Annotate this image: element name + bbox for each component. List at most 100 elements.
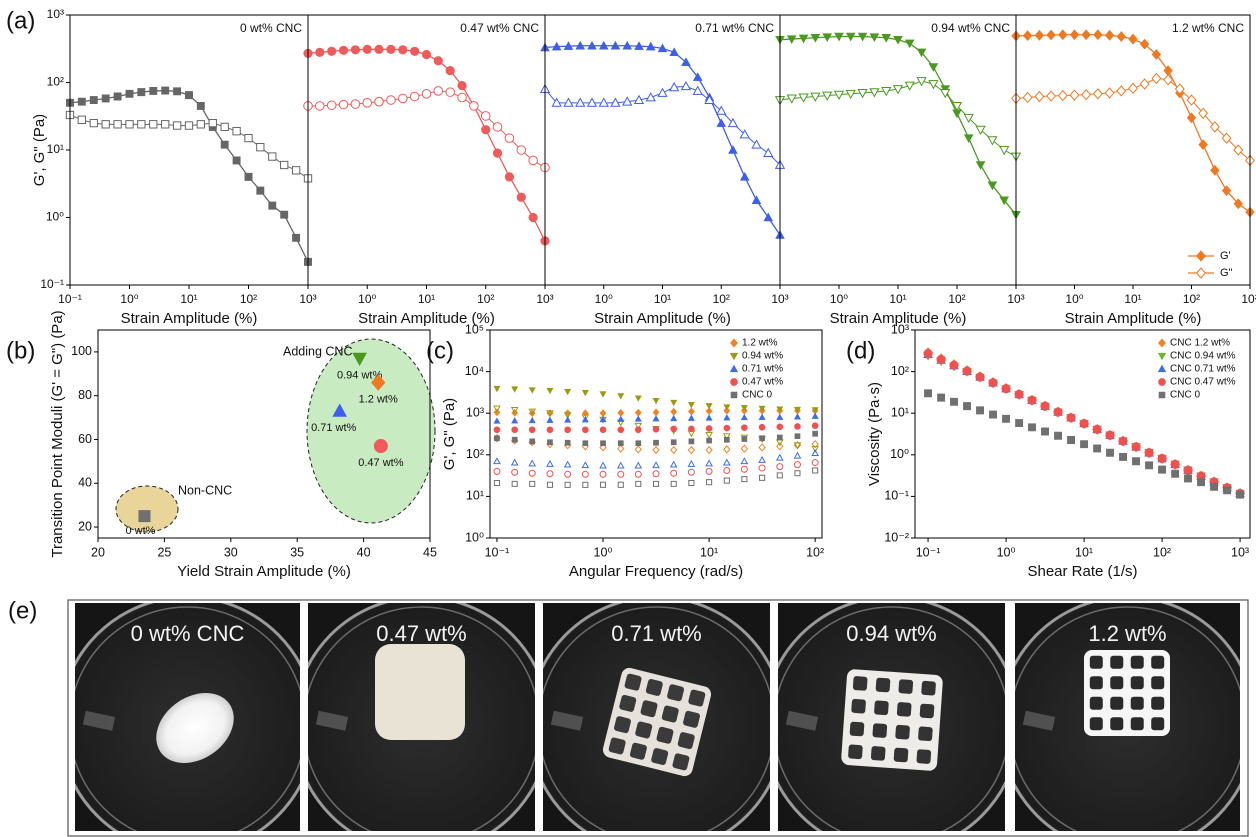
marker <box>688 469 694 475</box>
marker <box>257 144 264 151</box>
marker <box>777 443 783 450</box>
legend-marker <box>1159 379 1166 386</box>
marker <box>529 213 538 222</box>
x-tick-label: 10² <box>1183 292 1200 306</box>
marker <box>741 458 747 463</box>
marker <box>653 462 659 467</box>
marker <box>1094 89 1103 99</box>
plot-frame <box>1016 15 1250 285</box>
marker <box>989 378 998 387</box>
marker <box>138 88 145 95</box>
subplot-title: 1.2 wt% CNC <box>1172 21 1244 35</box>
marker <box>375 45 384 54</box>
y-tick-label: 10⁴ <box>465 364 484 378</box>
marker <box>1187 113 1196 123</box>
marker <box>964 135 973 143</box>
marker <box>1041 402 1050 411</box>
marker <box>530 481 535 486</box>
x-axis-label: Strain Amplitude (%) <box>121 310 258 327</box>
hydrogel-pore <box>1131 697 1144 710</box>
marker <box>582 471 588 477</box>
x-tick-label: 10⁰ <box>594 545 613 559</box>
x-tick-label: 10¹ <box>1124 292 1141 306</box>
marker <box>582 390 588 395</box>
x-tick-label: 20 <box>91 545 105 559</box>
marker <box>494 386 500 391</box>
marker <box>481 112 490 121</box>
panel-label: (e) <box>8 597 37 624</box>
marker <box>197 102 204 109</box>
panel-label: (d) <box>846 337 875 364</box>
marker <box>209 119 216 126</box>
marker <box>653 409 659 416</box>
subplot-title: 0.71 wt% CNC <box>695 21 774 35</box>
marker <box>1028 396 1037 405</box>
marker <box>547 417 553 422</box>
marker <box>1184 475 1191 482</box>
marker <box>1059 30 1068 40</box>
marker <box>618 463 624 468</box>
marker <box>740 173 749 181</box>
x-tick-label: 10⁻¹ <box>58 292 82 306</box>
marker <box>1140 79 1149 89</box>
marker <box>1184 466 1193 475</box>
marker <box>505 134 514 143</box>
marker <box>929 81 938 89</box>
hydrogel-pore <box>872 723 887 738</box>
x-tick-label: 10⁰ <box>120 292 138 306</box>
marker <box>1035 92 1044 102</box>
y-axis-label: Viscosity (Pa·s) <box>866 382 883 486</box>
marker <box>963 367 972 376</box>
y-tick-label: 20 <box>78 519 92 533</box>
marker <box>1082 90 1091 100</box>
marker <box>494 418 500 423</box>
marker <box>1015 390 1024 399</box>
photo-label: 0.71 wt% <box>611 621 702 646</box>
y-tick-label: 10³ <box>891 322 909 336</box>
marker <box>1106 431 1115 440</box>
hydrogel-pore <box>1090 717 1103 730</box>
marker <box>689 480 694 485</box>
marker <box>512 387 518 392</box>
marker <box>1145 448 1154 457</box>
marker <box>494 468 500 474</box>
y-tick-label: 60 <box>78 432 92 446</box>
legend-marker <box>731 353 738 359</box>
legend-label: CNC 0.71 wt% <box>1170 364 1236 375</box>
marker <box>512 481 517 486</box>
marker <box>600 471 606 477</box>
x-tick-label: 10³ <box>771 292 788 306</box>
marker <box>813 468 818 473</box>
legend-marker <box>731 339 738 347</box>
marker <box>706 460 712 465</box>
legend-marker <box>1159 366 1166 372</box>
y-tick-label: 10⁻¹ <box>40 277 64 291</box>
subplot-title: 0.47 wt% CNC <box>460 21 539 35</box>
marker <box>1082 30 1091 40</box>
x-tick-label: 10⁰ <box>358 292 376 306</box>
marker <box>1236 491 1243 498</box>
marker <box>760 475 765 480</box>
marker <box>281 161 288 168</box>
marker <box>635 471 641 477</box>
hydrogel-pore <box>1110 717 1123 730</box>
marker <box>729 146 738 154</box>
x-tick-label: 10¹ <box>654 292 671 306</box>
marker <box>1028 424 1035 431</box>
y-tick-label: 10¹ <box>466 489 484 503</box>
marker <box>1171 460 1180 469</box>
marker <box>517 146 526 155</box>
x-tick-label: 10⁰ <box>997 545 1016 559</box>
marker <box>1129 83 1138 93</box>
hydrogel-pore <box>1131 656 1144 669</box>
marker <box>688 402 694 407</box>
hydrogel-pore <box>895 725 910 740</box>
x-tick-label: 10¹ <box>889 292 906 306</box>
marker <box>682 82 691 90</box>
marker <box>1041 428 1048 435</box>
marker <box>600 427 606 433</box>
marker <box>636 441 641 446</box>
marker <box>493 123 502 132</box>
hydrogel-group <box>841 669 943 771</box>
legend-label: G" <box>1220 267 1233 279</box>
